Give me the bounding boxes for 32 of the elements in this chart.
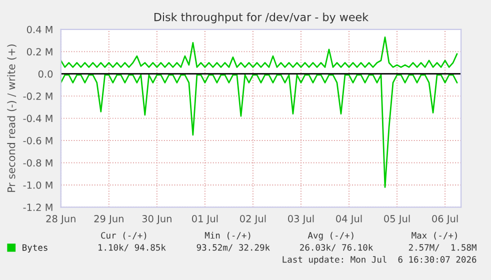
x-tick-label: 03 Jul bbox=[288, 214, 314, 224]
y-axis-title: Pr second read (-) / write (+) bbox=[7, 44, 16, 192]
chart-title: Disk throughput for /dev/var - by week bbox=[154, 12, 369, 24]
y-tick-label: 0.4 M bbox=[26, 26, 52, 34]
x-tick-label: 05 Jul bbox=[384, 214, 410, 224]
text: Last update: Mon Jul 6 16:30:07 2026 bbox=[282, 256, 476, 264]
text: Max (-/+) bbox=[412, 232, 457, 240]
line-series bbox=[60, 74, 458, 188]
y-tick-label: -1.2 M bbox=[23, 204, 52, 211]
y-tick-label: -1.0 M bbox=[23, 181, 52, 189]
text: 26.03k/ 76.10k bbox=[300, 244, 374, 252]
text: Avg (-/+) bbox=[308, 232, 354, 240]
text: 1.10k/ 94.85k bbox=[98, 244, 166, 252]
x-tick-label: 04 Jul bbox=[336, 214, 362, 224]
text: 93.52m/ 32.29k bbox=[196, 244, 270, 252]
y-tick-label: 0.0 bbox=[38, 70, 53, 78]
y-tick-label: -0.6 M bbox=[23, 137, 52, 144]
text: Cur (-/+) bbox=[101, 232, 146, 240]
x-tick-label: 01 Jul bbox=[192, 214, 218, 224]
y-tick-label: -0.4 M bbox=[23, 114, 52, 122]
x-tick-label: 02 Jul bbox=[240, 214, 266, 224]
x-tick-label: 06 Jul bbox=[432, 214, 458, 224]
line-series bbox=[60, 36, 458, 68]
text: 2.57M/ 1.58M bbox=[408, 244, 476, 252]
text: Min (-/+) bbox=[204, 232, 250, 240]
y-tick-label: -0.2 M bbox=[23, 92, 52, 100]
x-tick-label: 29 Jun bbox=[94, 215, 124, 224]
x-tick-label: 28 Jun bbox=[46, 215, 76, 224]
y-tick-label: 0.2 M bbox=[26, 48, 52, 56]
y-tick-label: -0.8 M bbox=[23, 159, 52, 167]
x-tick-label: 30 Jun bbox=[142, 215, 172, 224]
legend-label: Bytes bbox=[22, 244, 48, 253]
